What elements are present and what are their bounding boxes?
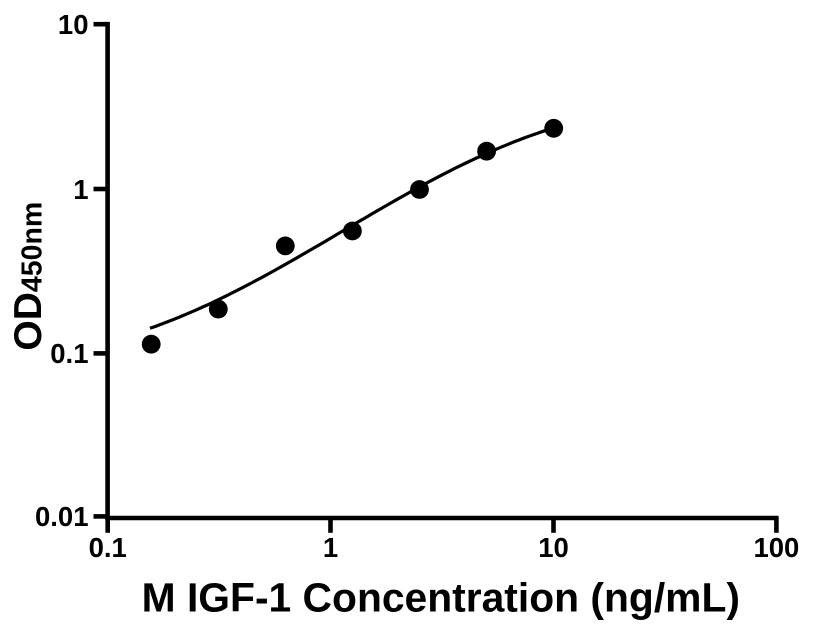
svg-text:M IGF-1 Concentration (ng/mL): M IGF-1 Concentration (ng/mL) <box>142 575 740 621</box>
svg-text:1: 1 <box>323 532 338 563</box>
svg-text:0.01: 0.01 <box>35 501 89 532</box>
svg-text:10: 10 <box>58 9 89 40</box>
svg-text:0.1: 0.1 <box>89 532 127 563</box>
svg-text:0.1: 0.1 <box>50 338 88 369</box>
svg-text:1: 1 <box>73 174 88 205</box>
svg-text:OD450nm: OD450nm <box>7 202 50 351</box>
svg-text:100: 100 <box>753 532 799 563</box>
svg-text:10: 10 <box>538 532 569 563</box>
